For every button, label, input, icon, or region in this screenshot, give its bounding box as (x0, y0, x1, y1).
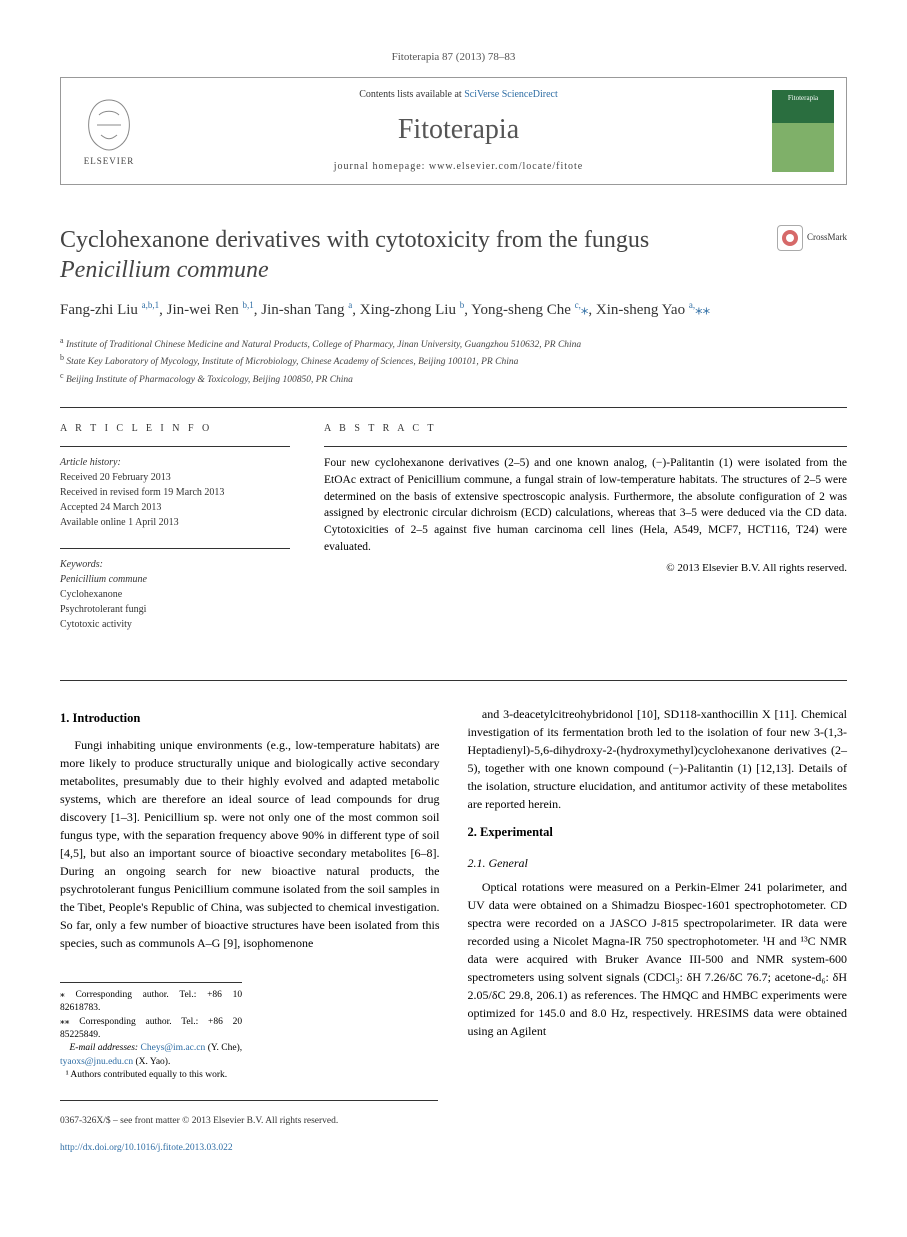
elsevier-logo: ELSEVIER (73, 91, 145, 171)
journal-name: Fitoterapia (157, 110, 760, 149)
journal-homepage: journal homepage: www.elsevier.com/locat… (157, 160, 760, 174)
email-link-che[interactable]: Cheys@im.ac.cn (141, 1043, 206, 1053)
subsection-heading-general: 2.1. General (468, 854, 848, 872)
author-list: Fang-zhi Liu a,b,1, Jin-wei Ren b,1, Jin… (60, 299, 847, 322)
doi-link[interactable]: http://dx.doi.org/10.1016/j.fitote.2013.… (60, 1143, 233, 1153)
article-info-column: A R T I C L E I N F O Article history: R… (60, 422, 290, 650)
divider (60, 407, 847, 408)
article-body: 1. Introduction Fungi inhabiting unique … (60, 705, 847, 1082)
section-heading-intro: 1. Introduction (60, 709, 440, 728)
article-info-heading: A R T I C L E I N F O (60, 422, 290, 436)
article-history: Article history: Received 20 February 20… (60, 446, 290, 530)
sciencedirect-link[interactable]: SciVerse ScienceDirect (464, 89, 558, 100)
crossmark-icon (777, 225, 803, 251)
crossmark-badge[interactable]: CrossMark (777, 225, 847, 251)
section-heading-experimental: 2. Experimental (468, 823, 848, 842)
abstract-text: Four new cyclohexanone derivatives (2–5)… (324, 446, 847, 555)
general-paragraph: Optical rotations were measured on a Per… (468, 878, 848, 1040)
intro-paragraph-1: Fungi inhabiting unique environments (e.… (60, 736, 440, 952)
intro-paragraph-2: and 3-deacetylcitreohybridonol [10], SD1… (468, 705, 848, 813)
article-title: Cyclohexanone derivatives with cytotoxic… (60, 225, 765, 285)
contents-available: Contents lists available at SciVerse Sci… (157, 88, 760, 102)
abstract-copyright: © 2013 Elsevier B.V. All rights reserved… (324, 561, 847, 576)
footer-divider (60, 1100, 438, 1101)
journal-cover-thumbnail: Fitoterapia (772, 90, 834, 172)
email-link-yao[interactable]: tyaoxs@jnu.edu.cn (60, 1057, 133, 1067)
abstract-column: A B S T R A C T Four new cyclohexanone d… (324, 422, 847, 650)
journal-reference: Fitoterapia 87 (2013) 78–83 (60, 50, 847, 65)
publisher-name: ELSEVIER (84, 155, 135, 168)
affiliations: a Institute of Traditional Chinese Medic… (60, 335, 847, 387)
keywords-block: Keywords: Penicillium communeCyclohexano… (60, 548, 290, 632)
journal-header: ELSEVIER Contents lists available at Sci… (60, 77, 847, 184)
footnotes: ⁎ Corresponding author. Tel.: +86 10 826… (60, 982, 242, 1082)
footer-copyright: 0367-326X/$ – see front matter © 2013 El… (60, 1115, 847, 1128)
abstract-heading: A B S T R A C T (324, 422, 847, 436)
